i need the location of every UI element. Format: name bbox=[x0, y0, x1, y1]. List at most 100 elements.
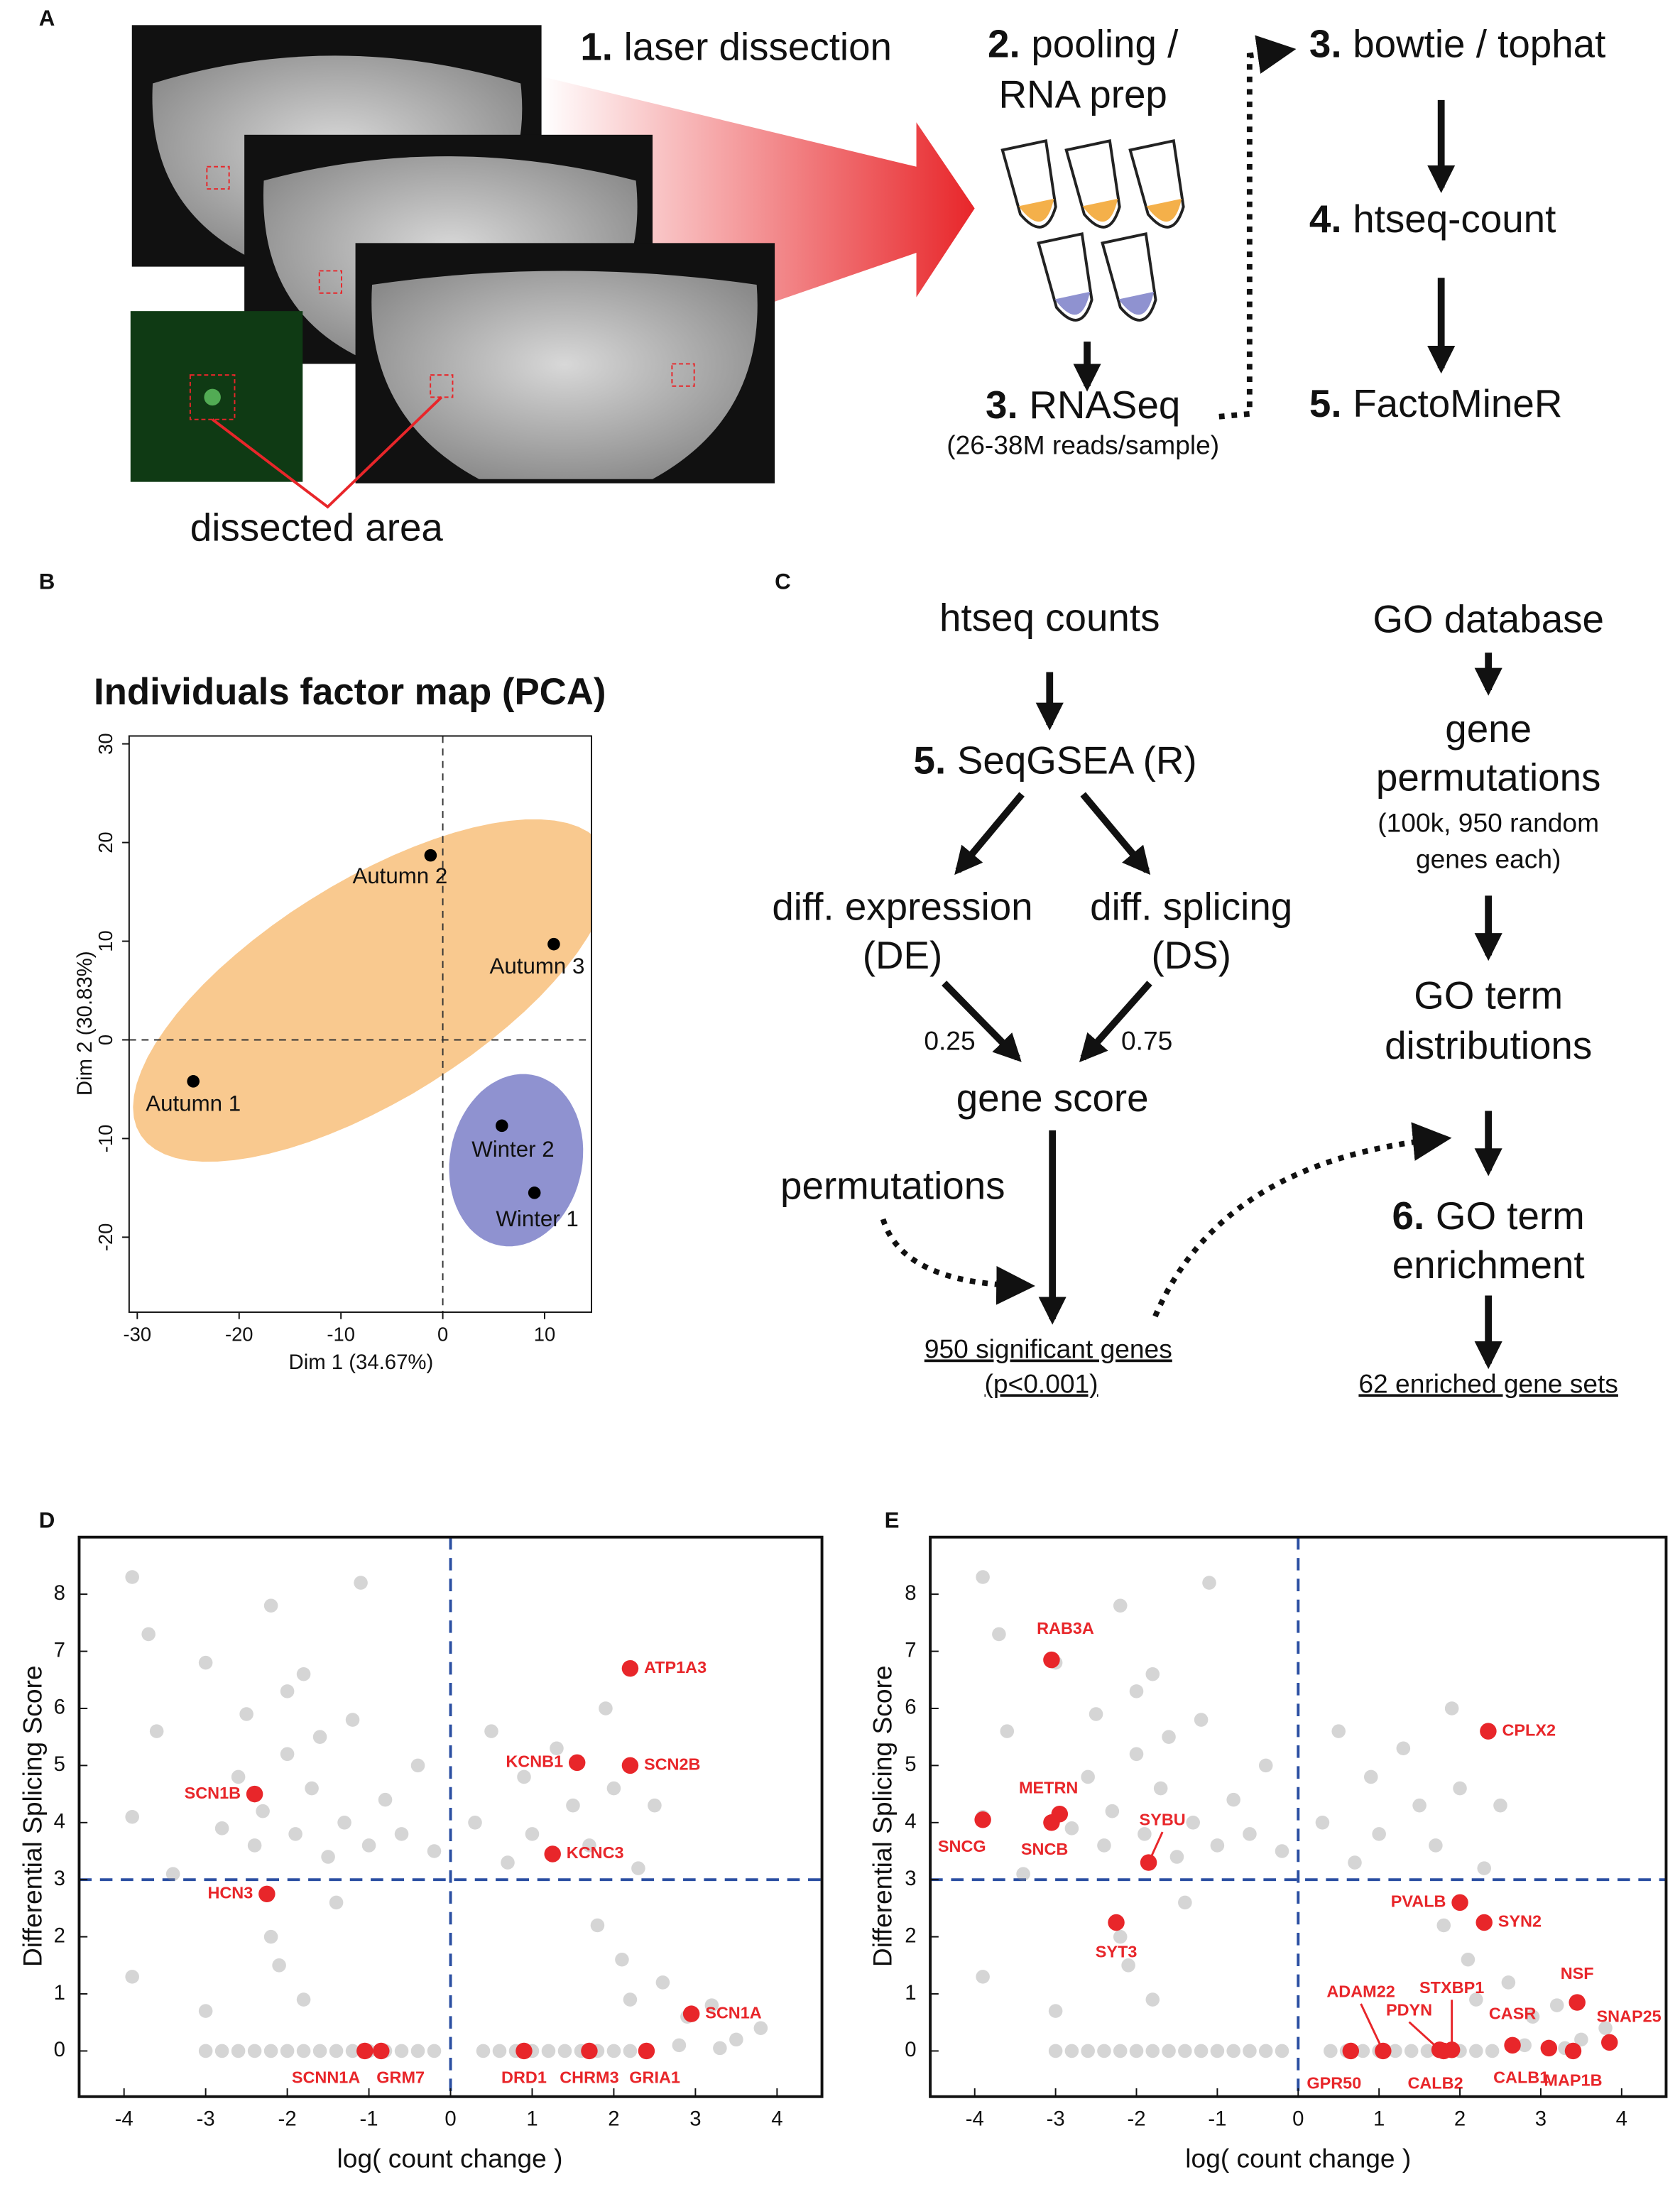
point-label: SCN1B bbox=[185, 1784, 241, 1802]
point bbox=[149, 1724, 164, 1738]
y-axis-label: Differential Splicing Score bbox=[867, 1665, 897, 1967]
point bbox=[1097, 2044, 1111, 2058]
panel-label: C bbox=[775, 569, 791, 594]
result: 62 enriched gene sets bbox=[1358, 1368, 1618, 1398]
point bbox=[247, 1838, 262, 1853]
point bbox=[1162, 1730, 1176, 1744]
point bbox=[231, 2044, 246, 2058]
point bbox=[1145, 1992, 1160, 2007]
point bbox=[516, 2042, 533, 2060]
point bbox=[1501, 1975, 1516, 1990]
point bbox=[1064, 1821, 1079, 1836]
x-tick-label: 1 bbox=[526, 2107, 538, 2131]
x-tick-label: 2 bbox=[1454, 2107, 1466, 2131]
arrow bbox=[942, 981, 1022, 1062]
step-number: 5. bbox=[914, 738, 947, 782]
point bbox=[1145, 1667, 1160, 1681]
step-text: laser dissection bbox=[624, 25, 892, 69]
point bbox=[1226, 1792, 1240, 1807]
point bbox=[590, 1918, 605, 1933]
point-label: SCN1A bbox=[705, 2003, 762, 2022]
y-tick-label: 20 bbox=[94, 831, 116, 853]
point bbox=[517, 1769, 531, 1784]
plot-area bbox=[129, 736, 591, 1312]
point-label: SYN2 bbox=[1498, 1912, 1542, 1931]
y-tick-label: 6 bbox=[54, 1696, 65, 1719]
point bbox=[280, 1684, 295, 1698]
point bbox=[239, 1707, 253, 1721]
point bbox=[606, 2044, 621, 2058]
step: 1. laser dissection bbox=[580, 25, 892, 69]
step-number: 2. bbox=[988, 22, 1020, 66]
point bbox=[648, 1798, 662, 1813]
point bbox=[1356, 2044, 1370, 2058]
step: 4. htseq-count bbox=[1309, 197, 1556, 241]
node: gene bbox=[1445, 707, 1532, 751]
point bbox=[280, 1747, 295, 1762]
point bbox=[1569, 1994, 1586, 2011]
step-text: bowtie / tophat bbox=[1353, 22, 1605, 66]
step-number: 1. bbox=[580, 25, 613, 69]
tube bbox=[1037, 231, 1093, 322]
point bbox=[599, 1701, 613, 1716]
point bbox=[356, 2042, 373, 2060]
result: 950 significant genes bbox=[924, 1334, 1172, 1364]
point bbox=[1451, 1894, 1468, 1911]
leader-line bbox=[1147, 1831, 1164, 1863]
point bbox=[1461, 1952, 1476, 1967]
point bbox=[992, 1627, 1006, 1642]
point bbox=[1145, 2044, 1160, 2058]
y-tick-label: 7 bbox=[905, 1638, 916, 1662]
x-tick-label: 0 bbox=[444, 2107, 456, 2131]
point bbox=[1435, 2042, 1452, 2060]
dotted-arrow bbox=[1218, 35, 1297, 420]
point bbox=[495, 1119, 508, 1133]
leader-line bbox=[1360, 2003, 1385, 2052]
y-tick-label: 0 bbox=[905, 2038, 916, 2061]
point-label: SCN2B bbox=[644, 1755, 701, 1774]
point-label: Winter 2 bbox=[471, 1137, 554, 1162]
point bbox=[1064, 2044, 1079, 2058]
step: 5. FactoMineR bbox=[1309, 382, 1562, 426]
point bbox=[1363, 1769, 1378, 1784]
node: htseq counts bbox=[939, 596, 1160, 640]
node: permutations bbox=[1376, 756, 1601, 800]
point bbox=[476, 2044, 491, 2058]
panel-label: B bbox=[39, 569, 55, 594]
node: (DE) bbox=[863, 933, 943, 977]
point bbox=[1493, 1798, 1507, 1813]
step: 2. pooling / bbox=[988, 22, 1179, 66]
point bbox=[1048, 2004, 1063, 2018]
step-number: 4. bbox=[1309, 197, 1342, 241]
point bbox=[581, 2042, 598, 2060]
point bbox=[165, 1867, 180, 1881]
point bbox=[547, 937, 560, 951]
point bbox=[1097, 1838, 1111, 1853]
point bbox=[329, 1895, 344, 1910]
node: GO term bbox=[1414, 973, 1563, 1018]
point bbox=[631, 1861, 645, 1875]
point-label: Autumn 3 bbox=[490, 954, 585, 978]
point bbox=[1129, 2044, 1144, 2058]
point-label: CALB2 bbox=[1407, 2074, 1463, 2093]
x-tick-label: 0 bbox=[1292, 2107, 1304, 2131]
node-text: SeqGSEA (R) bbox=[957, 738, 1197, 782]
point bbox=[1420, 2044, 1435, 2058]
point bbox=[312, 2044, 327, 2058]
point bbox=[1210, 2044, 1225, 2058]
x-tick-label: 0 bbox=[437, 1323, 448, 1345]
point bbox=[1194, 1713, 1209, 1727]
point bbox=[280, 2044, 295, 2058]
point bbox=[1258, 1758, 1273, 1773]
arrow bbox=[1079, 981, 1152, 1062]
point bbox=[258, 1885, 276, 1903]
arrow bbox=[954, 792, 1025, 876]
point bbox=[256, 1804, 270, 1818]
point bbox=[1453, 1781, 1467, 1796]
point bbox=[1372, 1827, 1386, 1841]
point bbox=[1043, 1651, 1060, 1669]
slice-tissue bbox=[371, 271, 758, 479]
result: (p<0.001) bbox=[985, 1368, 1098, 1398]
point bbox=[615, 1952, 629, 1967]
